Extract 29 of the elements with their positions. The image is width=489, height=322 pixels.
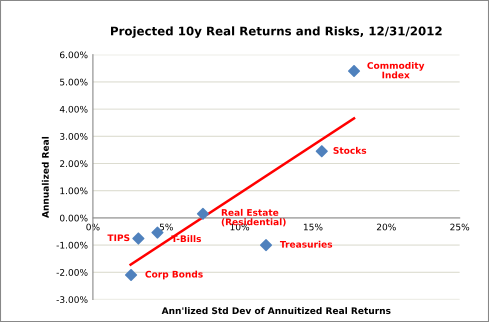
annotation: TIPS bbox=[107, 234, 130, 242]
annotation: Commodity Index bbox=[367, 62, 424, 78]
y-tick-label: -2.00% bbox=[56, 269, 88, 276]
y-tick-label: 6.00% bbox=[60, 51, 88, 58]
annotation: Corp Bonds bbox=[145, 270, 203, 280]
y-axis-title: Annualized Real bbox=[42, 136, 49, 218]
chart-title: Projected 10y Real Returns and Risks, 12/31/2012 bbox=[111, 26, 442, 38]
y-tick-label: 2.00% bbox=[60, 160, 88, 168]
point bbox=[196, 208, 210, 220]
point bbox=[260, 239, 272, 252]
y-tick-label: -1.00% bbox=[56, 242, 88, 249]
x-axis-title: Ann'lized Std Dev of Annuitized Real Returns bbox=[162, 307, 391, 314]
point bbox=[132, 232, 144, 245]
y-tick-label: 0.00% bbox=[60, 214, 88, 222]
y-tick-label: 3.00% bbox=[60, 133, 88, 140]
y-tick-label: 4.00% bbox=[60, 106, 88, 113]
annotation: Stocks bbox=[334, 146, 366, 154]
y-tick-label: 5.00% bbox=[60, 78, 88, 86]
x-tick-label: 25% bbox=[450, 224, 470, 230]
x-tick-label: 15% bbox=[304, 224, 322, 230]
y-tick-label: -3.00% bbox=[56, 296, 88, 304]
y-tick-label: 1.00% bbox=[60, 187, 88, 194]
x-tick-label: 20% bbox=[376, 224, 396, 230]
x-tick-label: 5% bbox=[160, 224, 173, 230]
point bbox=[348, 64, 360, 78]
point bbox=[316, 145, 328, 158]
x-tick-label: 0% bbox=[86, 224, 100, 230]
annotation: Treasuries bbox=[280, 240, 332, 248]
point bbox=[124, 268, 138, 282]
